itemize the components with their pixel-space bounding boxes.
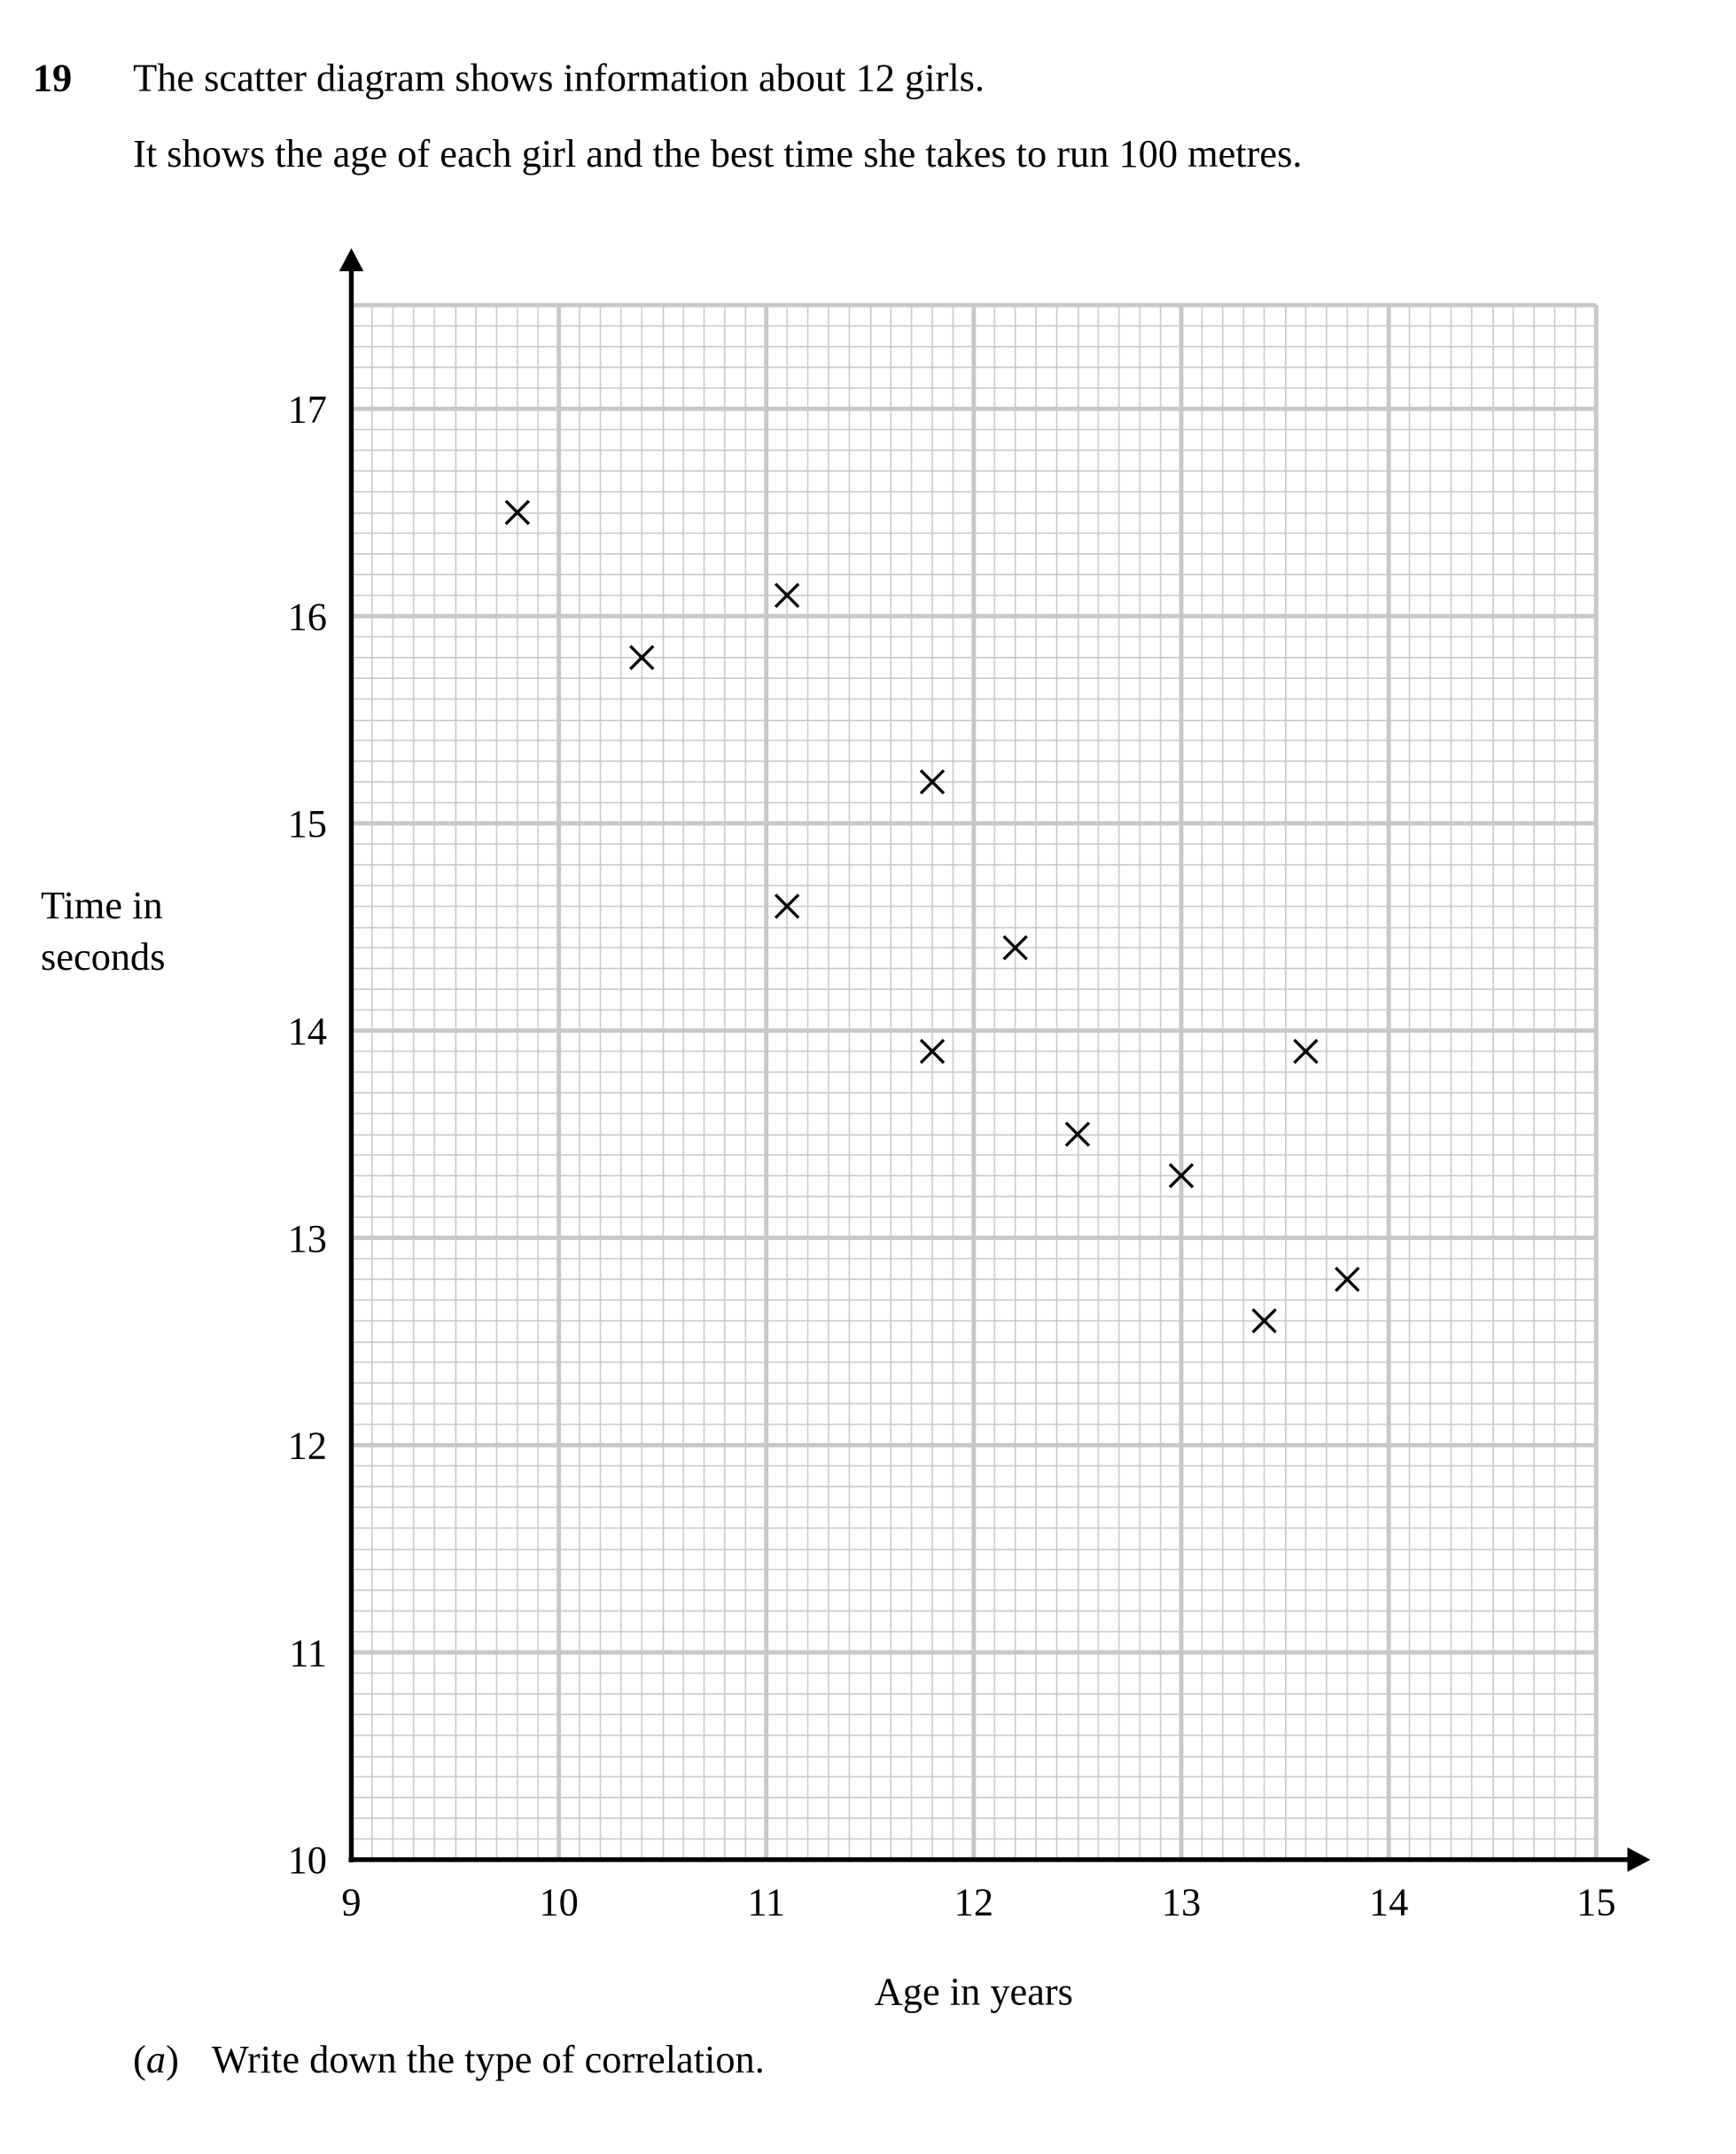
point-cross [1251,1307,1277,1334]
x-axis-label: Age in years [875,1970,1073,2014]
x-tick-label: 15 [1576,1880,1615,1924]
part-text: Write down the type of correlation. [212,2037,765,2081]
point-cross [774,894,800,919]
y-tick-label: 12 [288,1424,327,1468]
x-tick-label: 9 [341,1880,361,1924]
point-cross [1335,1267,1360,1292]
part-letter: a [146,2037,166,2081]
point-cross [1064,1121,1091,1147]
intro-line: The scatter diagram shows information ab… [133,56,985,100]
y-axis-label: Time in [41,883,163,927]
y-tick-label: 17 [288,387,327,432]
intro-line: It shows the age of each girl and the be… [133,131,1302,176]
point-cross [504,499,530,526]
y-tick-label: 15 [288,801,327,846]
y-tick-label: 13 [288,1216,327,1260]
plot: 10 11 12 13 14 15 16 17 9 10 11 12 13 14 15 [288,248,1651,1924]
y-axis-label: seconds [41,934,165,979]
y-tick-label: 10 [288,1838,327,1882]
x-tick-label: 10 [539,1880,578,1924]
point-cross [1293,1038,1319,1065]
question-number: 19 [33,56,72,100]
point-cross [774,582,800,608]
part-label: (a) [133,2037,179,2081]
point-cross [629,644,655,670]
y-tick-label: 11 [289,1630,327,1674]
y-tick-label: 14 [288,1009,327,1053]
point-cross [919,1038,946,1065]
x-tick-label: 11 [747,1880,785,1924]
x-axis-arrow [1627,1847,1651,1872]
point-cross [919,769,946,795]
x-tick-label: 13 [1162,1880,1201,1924]
point-cross [1002,934,1028,961]
y-tick-label: 16 [288,594,327,638]
point-cross [1168,1163,1195,1189]
x-tick-label: 12 [954,1880,993,1924]
x-tick-label: 14 [1369,1880,1408,1924]
y-axis-arrow [339,248,364,272]
